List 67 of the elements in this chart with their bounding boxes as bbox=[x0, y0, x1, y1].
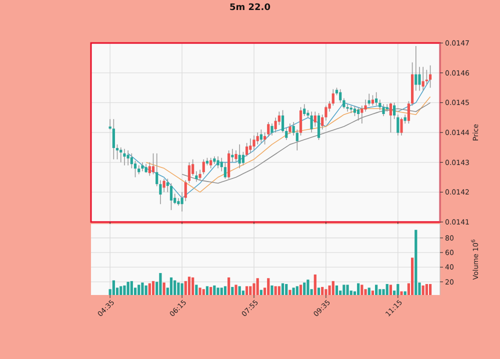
candlestick bbox=[378, 99, 382, 111]
candlestick bbox=[156, 152, 158, 187]
candlestick bbox=[314, 111, 316, 127]
candlestick bbox=[285, 128, 288, 140]
candlestick bbox=[393, 102, 396, 120]
candlestick bbox=[242, 151, 244, 166]
candlestick bbox=[292, 122, 295, 136]
candlestick bbox=[126, 150, 130, 166]
candlestick bbox=[371, 94, 374, 106]
candlestick bbox=[414, 46, 418, 92]
candlestick bbox=[123, 148, 126, 166]
candlestick bbox=[299, 106, 302, 136]
candlestick bbox=[332, 88, 334, 106]
candlestick bbox=[321, 114, 324, 130]
candlestick bbox=[263, 132, 266, 145]
candlestick bbox=[210, 157, 212, 169]
candlestick bbox=[170, 182, 173, 210]
candlestick bbox=[310, 111, 313, 133]
candlestick bbox=[353, 105, 356, 116]
candlestick bbox=[216, 156, 220, 169]
candlestick bbox=[108, 118, 112, 130]
candlestick bbox=[418, 66, 421, 92]
candlestick bbox=[152, 152, 155, 175]
candlestick bbox=[195, 170, 198, 182]
candlestick bbox=[267, 122, 270, 138]
candlestick bbox=[396, 114, 400, 136]
candlestick bbox=[238, 144, 241, 169]
candlestick bbox=[148, 162, 151, 176]
candlestick bbox=[228, 150, 230, 180]
candlestick bbox=[386, 104, 388, 112]
candlestick bbox=[350, 105, 352, 114]
candlestick bbox=[224, 162, 226, 180]
candlestick bbox=[252, 135, 256, 151]
candlestick bbox=[317, 112, 320, 140]
candlestick bbox=[425, 69, 428, 86]
candlestick bbox=[303, 104, 306, 116]
candlestick bbox=[400, 117, 403, 136]
candlestick bbox=[231, 148, 234, 163]
candlestick bbox=[112, 118, 115, 160]
candlestick bbox=[342, 98, 346, 110]
candlestick bbox=[422, 66, 424, 92]
candlestick bbox=[116, 144, 119, 160]
candlestick bbox=[375, 92, 378, 106]
candlestick bbox=[360, 105, 364, 124]
candlestick bbox=[389, 102, 392, 133]
candlestick bbox=[382, 104, 385, 116]
candlestick bbox=[296, 129, 298, 151]
candlestick bbox=[134, 160, 137, 178]
chart-title: 5m 22.0 bbox=[230, 3, 270, 13]
candlestick bbox=[281, 110, 284, 133]
candlestick bbox=[278, 111, 280, 126]
candlestick bbox=[220, 157, 223, 172]
candlestick bbox=[130, 152, 133, 169]
candlestick bbox=[166, 178, 169, 193]
candlestick bbox=[256, 132, 259, 145]
candlestick bbox=[274, 117, 277, 133]
candlestick bbox=[188, 162, 191, 184]
line-series bbox=[182, 102, 431, 184]
candlestick bbox=[159, 180, 162, 204]
candlestick bbox=[324, 105, 328, 121]
candlestick bbox=[357, 106, 360, 121]
candlestick bbox=[407, 100, 410, 124]
candlestick bbox=[184, 180, 187, 202]
candlestick bbox=[339, 88, 342, 104]
candlestick bbox=[202, 158, 205, 175]
candlestick bbox=[245, 142, 248, 157]
candlestick bbox=[249, 138, 252, 154]
